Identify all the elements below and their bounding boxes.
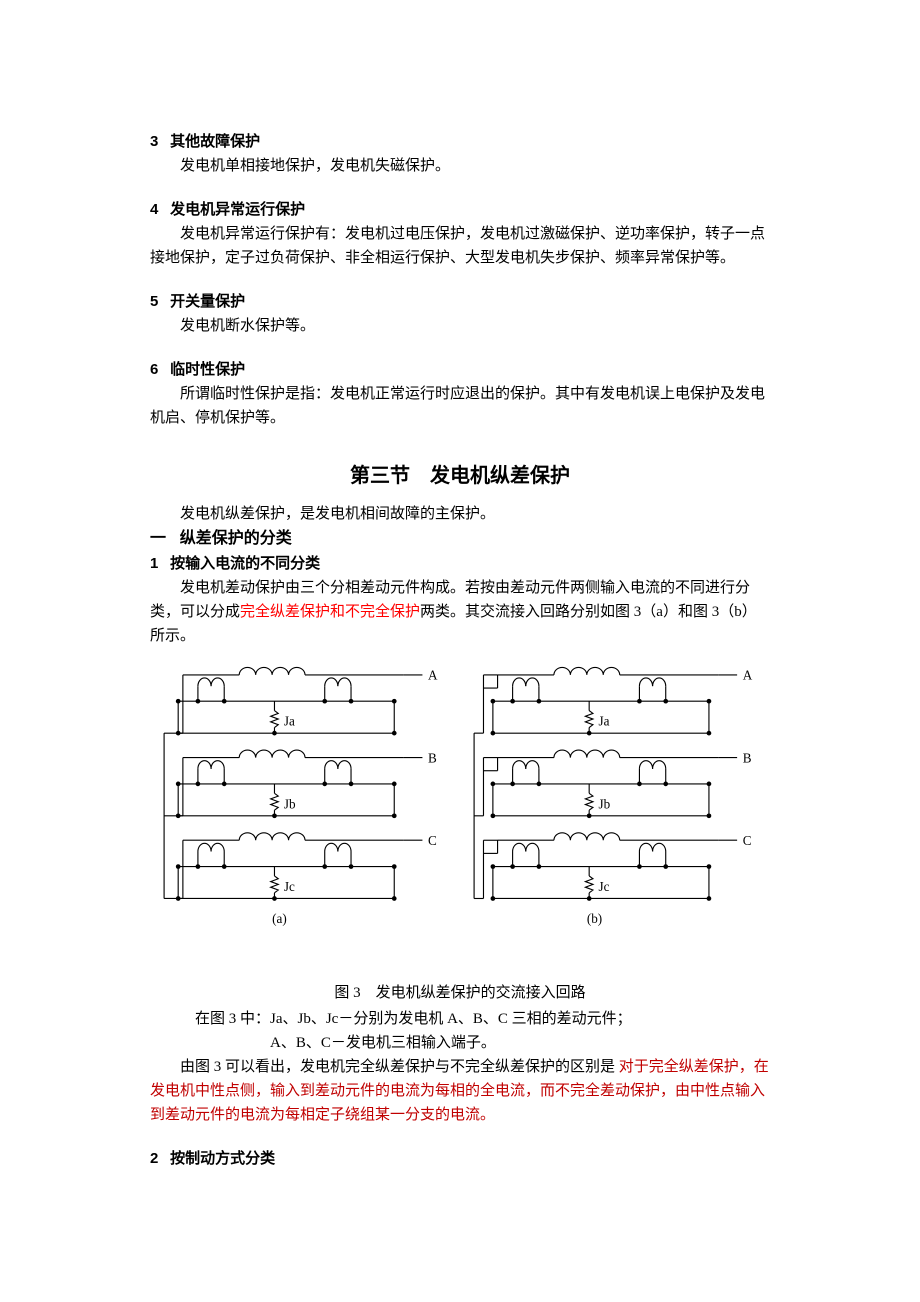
section-5-title: 开关量保护 — [170, 294, 245, 310]
section-3-body: 发电机单相接地保护，发电机失磁保护。 — [150, 154, 770, 178]
svg-text:B: B — [428, 750, 437, 765]
subheading-2: 2 按制动方式分类 — [150, 1147, 770, 1171]
chapter-title: 第三节 发电机纵差保护 — [150, 460, 770, 492]
figure-3-note1: 在图 3 中：Ja、Jb、Jc－分别为发电机 A、B、C 三相的差动元件； — [165, 1007, 770, 1031]
svg-text:(b): (b) — [587, 911, 602, 926]
section-4-header: 4 发电机异常运行保护 — [150, 198, 770, 222]
svg-text:C: C — [428, 833, 437, 848]
svg-text:B: B — [743, 750, 752, 765]
para-difference: 由图 3 可以看出，发电机完全纵差保护与不完全纵差保护的区别是 对于完全纵差保护… — [150, 1055, 770, 1127]
section-3-num: 3 — [150, 133, 158, 150]
figure-3-diagram: A Ja B Jb C Jc (a) A Ja B Jb C Jc (b) — [150, 658, 770, 976]
spacer — [150, 1127, 770, 1147]
section-3-title: 其他故障保护 — [170, 134, 260, 150]
section-5-header: 5 开关量保护 — [150, 290, 770, 314]
para2-pre: 由图 3 可以看出，发电机完全纵差保护与不完全纵差保护的区别是 — [180, 1059, 619, 1075]
section-4-title: 发电机异常运行保护 — [170, 202, 305, 218]
svg-text:Jc: Jc — [599, 879, 610, 894]
section-6-body: 所谓临时性保护是指：发电机正常运行时应退出的保护。其中有发电机误上电保护及发电机… — [150, 382, 770, 430]
section-6-title: 临时性保护 — [170, 362, 245, 378]
sub2-title: 按制动方式分类 — [170, 1151, 275, 1167]
sub1-title: 按输入电流的不同分类 — [170, 556, 320, 572]
svg-text:(a): (a) — [272, 911, 287, 926]
svg-text:Jb: Jb — [599, 796, 611, 811]
figure-3-caption: 图 3 发电机纵差保护的交流接入回路 — [150, 981, 770, 1005]
sub1-num: 1 — [150, 555, 158, 572]
chapter-intro: 发电机纵差保护，是发电机相间故障的主保护。 — [150, 502, 770, 526]
section-5-block: 5 开关量保护 发电机断水保护等。 — [150, 290, 770, 338]
svg-text:Jc: Jc — [284, 879, 295, 894]
figure-3-note2: A、B、C－发电机三相输入端子。 — [165, 1031, 770, 1055]
section-5-body: 发电机断水保护等。 — [150, 314, 770, 338]
para-red: 完全纵差保护和不完全保护 — [240, 604, 420, 620]
section-4-body: 发电机异常运行保护有：发电机过电压保护，发电机过激磁保护、逆功率保护，转子一点接… — [150, 222, 770, 270]
section-6-block: 6 临时性保护 所谓临时性保护是指：发电机正常运行时应退出的保护。其中有发电机误… — [150, 358, 770, 430]
subheading-1: 1 按输入电流的不同分类 — [150, 552, 770, 576]
para-classification: 发电机差动保护由三个分相差动元件构成。若按由差动元件两侧输入电流的不同进行分类，… — [150, 576, 770, 648]
circuit-diagram-svg: A Ja B Jb C Jc (a) A Ja B Jb C Jc (b) — [150, 658, 770, 968]
sub2-num: 2 — [150, 1150, 158, 1167]
section-3-header: 3 其他故障保护 — [150, 130, 770, 154]
section-6-header: 6 临时性保护 — [150, 358, 770, 382]
svg-text:Ja: Ja — [599, 713, 610, 728]
heading-1-title: 纵差保护的分类 — [180, 530, 292, 547]
svg-text:C: C — [743, 833, 752, 848]
svg-text:A: A — [428, 667, 438, 682]
svg-text:A: A — [743, 667, 753, 682]
svg-text:Ja: Ja — [284, 713, 295, 728]
heading-1: 一 纵差保护的分类 — [150, 526, 770, 552]
heading-1-num: 一 — [150, 530, 166, 547]
section-4-num: 4 — [150, 201, 158, 218]
section-6-num: 6 — [150, 361, 158, 378]
section-5-num: 5 — [150, 293, 158, 310]
svg-text:Jb: Jb — [284, 796, 296, 811]
section-4-block: 4 发电机异常运行保护 发电机异常运行保护有：发电机过电压保护，发电机过激磁保护… — [150, 198, 770, 270]
section-3-block: 3 其他故障保护 发电机单相接地保护，发电机失磁保护。 — [150, 130, 770, 178]
